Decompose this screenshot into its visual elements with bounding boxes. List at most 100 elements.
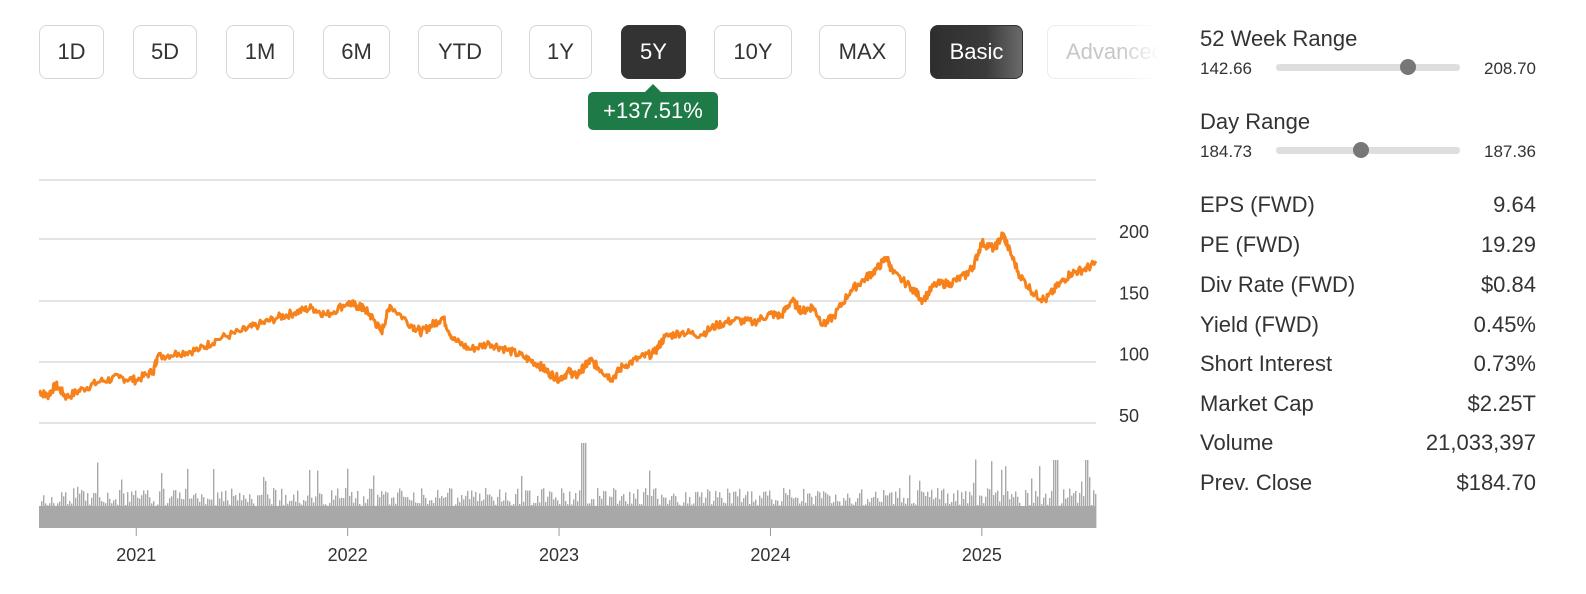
stat-value: $0.84 bbox=[1480, 272, 1536, 297]
basic-mode-button[interactable]: Basic bbox=[930, 25, 1023, 79]
timeframe-button-5d[interactable]: 5D bbox=[133, 25, 197, 79]
volume-bar bbox=[829, 495, 831, 528]
x-tick-label: 2025 bbox=[962, 545, 1002, 565]
volume-bar bbox=[451, 488, 453, 528]
volume-bar bbox=[939, 499, 941, 528]
volume-bar bbox=[885, 495, 887, 528]
volume-bar bbox=[879, 501, 881, 528]
volume-bar bbox=[159, 491, 161, 528]
volume-bar bbox=[911, 503, 913, 528]
timeframe-button-1d[interactable]: 1D bbox=[39, 25, 104, 79]
volume-bar bbox=[419, 503, 421, 528]
volume-bar bbox=[605, 491, 607, 528]
timeframe-button-5y[interactable]: 5Y bbox=[621, 25, 686, 79]
timeframe-button-ytd[interactable]: YTD bbox=[418, 25, 502, 79]
volume-bar bbox=[635, 498, 637, 528]
volume-bar bbox=[771, 499, 773, 528]
timeframe-button-6m[interactable]: 6M bbox=[323, 25, 390, 79]
volume-bar bbox=[115, 499, 117, 528]
volume-bar bbox=[795, 497, 797, 528]
volume-bar bbox=[211, 499, 213, 528]
volume-bar bbox=[807, 493, 809, 528]
volume-bar bbox=[791, 497, 793, 528]
week52-range-marker bbox=[1400, 59, 1417, 75]
volume-bar bbox=[225, 490, 227, 528]
volume-bar bbox=[281, 488, 283, 528]
volume-bar bbox=[903, 497, 905, 528]
volume-bar bbox=[463, 499, 465, 528]
timeframe-button-10y[interactable]: 10Y bbox=[714, 25, 792, 79]
volume-bar bbox=[735, 491, 737, 528]
volume-bar bbox=[433, 503, 435, 528]
volume-bar bbox=[133, 494, 135, 528]
volume-bar bbox=[737, 496, 739, 528]
volume-bar bbox=[963, 498, 965, 528]
volume-bar bbox=[577, 501, 579, 528]
volume-bar bbox=[331, 490, 333, 528]
volume-bar bbox=[95, 493, 97, 528]
volume-bar bbox=[993, 495, 995, 528]
volume-bar bbox=[637, 489, 639, 528]
volume-bar bbox=[1059, 505, 1061, 528]
volume-bar bbox=[819, 492, 821, 528]
volume-bar bbox=[741, 501, 743, 528]
volume-bar bbox=[123, 493, 125, 528]
volume-bar bbox=[129, 501, 131, 528]
timeframe-button-1y[interactable]: 1Y bbox=[529, 25, 592, 79]
volume-bar bbox=[601, 498, 603, 528]
volume-bar bbox=[531, 505, 533, 528]
volume-bar bbox=[813, 504, 815, 528]
volume-bar bbox=[831, 503, 833, 528]
volume-bar bbox=[231, 488, 233, 528]
volume-bar bbox=[979, 495, 981, 528]
volume-bar bbox=[965, 490, 967, 528]
volume-bar bbox=[401, 490, 403, 528]
volume-bar bbox=[257, 495, 259, 528]
volume-bar bbox=[359, 504, 361, 528]
volume-bar bbox=[713, 500, 715, 528]
volume-bar bbox=[467, 490, 469, 528]
price-line[interactable] bbox=[38, 231, 1098, 401]
volume-bar bbox=[205, 504, 207, 528]
volume-bar bbox=[485, 488, 487, 528]
volume-bar bbox=[865, 504, 867, 528]
volume-bar bbox=[173, 490, 175, 528]
volume-bar bbox=[969, 491, 971, 528]
y-tick-label: 50 bbox=[1119, 406, 1139, 426]
volume-bar bbox=[381, 491, 383, 528]
volume-bar bbox=[407, 497, 409, 528]
volume-bar bbox=[223, 501, 225, 528]
volume-bar bbox=[1037, 496, 1039, 528]
volume-bar bbox=[119, 490, 121, 528]
volume-bar bbox=[473, 496, 475, 528]
volume-bar bbox=[319, 493, 321, 528]
timeframe-button-max[interactable]: MAX bbox=[819, 25, 906, 79]
volume-bar bbox=[733, 491, 735, 528]
volume-bar bbox=[529, 490, 531, 528]
volume-bar bbox=[293, 494, 295, 528]
volume-bar bbox=[507, 500, 509, 528]
volume-bar bbox=[855, 501, 857, 528]
volume-bar bbox=[533, 503, 535, 528]
volume-bar bbox=[553, 499, 555, 528]
volume-bar bbox=[517, 488, 519, 528]
volume-bar bbox=[559, 504, 561, 528]
stat-value: 19.29 bbox=[1480, 232, 1536, 257]
volume-bar bbox=[851, 503, 853, 528]
volume-bar bbox=[475, 492, 477, 528]
volume-bar bbox=[1003, 495, 1005, 528]
volume-bar bbox=[161, 473, 163, 528]
volume-bar bbox=[389, 504, 391, 528]
volume-bar bbox=[367, 499, 369, 528]
volume-bar bbox=[957, 490, 959, 528]
volume-bar bbox=[663, 497, 665, 528]
volume-bar bbox=[387, 492, 389, 528]
volume-bar bbox=[921, 491, 923, 528]
volume-bar bbox=[585, 443, 587, 528]
volume-bar bbox=[373, 475, 375, 528]
volume-bar bbox=[961, 492, 963, 528]
timeframe-button-1m[interactable]: 1M bbox=[226, 25, 294, 79]
volume-bar bbox=[889, 492, 891, 528]
volume-bar bbox=[261, 494, 263, 528]
